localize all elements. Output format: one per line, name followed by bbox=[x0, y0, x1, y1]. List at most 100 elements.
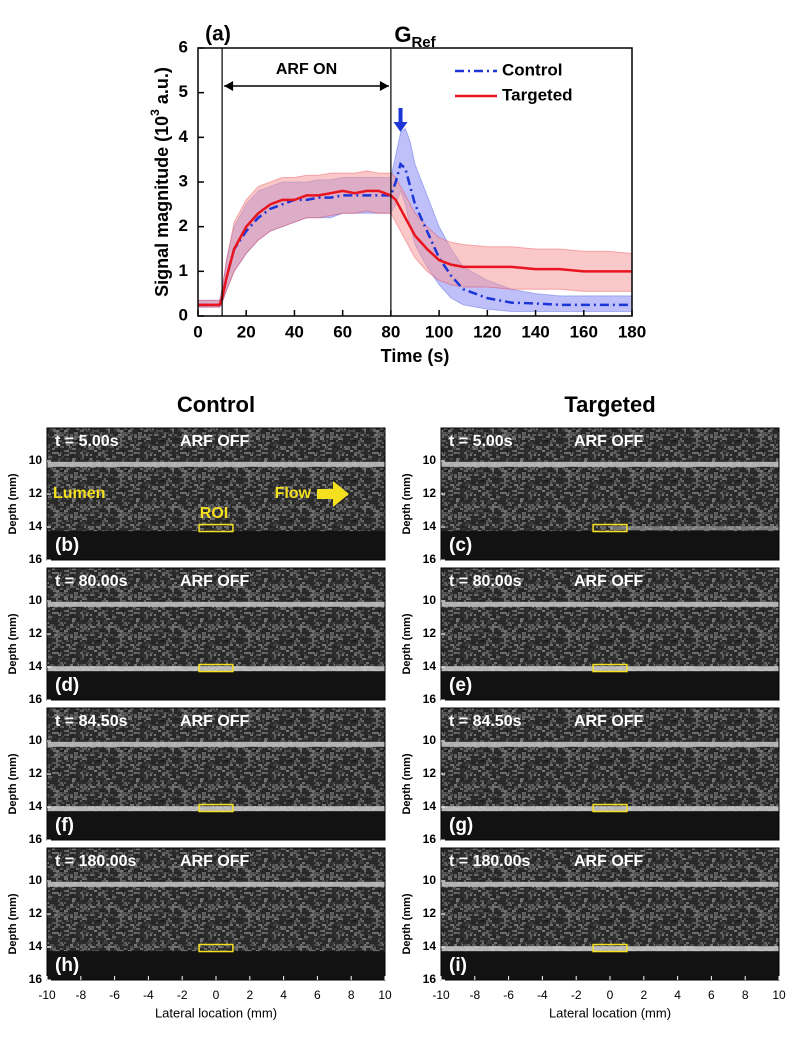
roi-box bbox=[592, 803, 628, 813]
y-tick-label: 16 bbox=[29, 972, 43, 986]
x-tick-label: 60 bbox=[333, 322, 352, 341]
x-tick-label: 180 bbox=[618, 322, 646, 341]
x-tick-label: 10 bbox=[772, 988, 786, 1002]
roi-box bbox=[592, 943, 628, 953]
column-title: Targeted bbox=[564, 392, 655, 417]
x-axis-label: Lateral location (mm) bbox=[155, 1005, 277, 1020]
panel-label: (b) bbox=[55, 535, 79, 556]
panel-label: (a) bbox=[205, 23, 231, 46]
y-tick-label: 12 bbox=[423, 486, 437, 500]
x-tick-label: 4 bbox=[674, 988, 681, 1002]
roi-box bbox=[198, 803, 234, 813]
y-tick-label: 12 bbox=[423, 766, 437, 780]
chart-title-sub: Ref bbox=[411, 34, 436, 51]
shadow-region bbox=[47, 671, 385, 700]
y-tick-label: 14 bbox=[29, 659, 43, 673]
x-tick-label: -8 bbox=[75, 988, 86, 1002]
y-tick-label: 14 bbox=[29, 799, 43, 813]
y-tick-label: 16 bbox=[423, 832, 437, 846]
y-axis-label-part: a.u.) bbox=[152, 67, 172, 109]
roi-box bbox=[198, 523, 234, 533]
y-tick-label: 10 bbox=[423, 453, 437, 467]
chart-title-main: G bbox=[394, 22, 411, 47]
x-tick-label: 140 bbox=[521, 322, 549, 341]
status-label: ARF OFF bbox=[180, 573, 250, 590]
wall-echo bbox=[47, 741, 385, 747]
y-tick-label: 4 bbox=[179, 127, 189, 146]
shadow-region bbox=[47, 811, 385, 840]
y-tick-label: 14 bbox=[423, 799, 437, 813]
y-tick-label: 12 bbox=[423, 906, 437, 920]
x-axis-label: Lateral location (mm) bbox=[549, 1005, 671, 1020]
y-axis-label: Depth (mm) bbox=[7, 753, 19, 814]
panel-label: (d) bbox=[55, 675, 79, 696]
y-axis-label-part: 3 bbox=[148, 109, 162, 116]
x-tick-label: 160 bbox=[570, 322, 598, 341]
y-tick-label: 1 bbox=[179, 261, 188, 280]
panel-label: (i) bbox=[449, 955, 467, 976]
wall-echo bbox=[47, 666, 385, 672]
annotation: Lumen bbox=[53, 485, 105, 502]
shadow-region bbox=[441, 671, 779, 700]
shadow-region bbox=[441, 531, 779, 560]
y-tick-label: 14 bbox=[29, 519, 43, 533]
y-tick-label: 14 bbox=[423, 659, 437, 673]
y-tick-label: 16 bbox=[29, 552, 43, 566]
roi-box bbox=[198, 943, 234, 953]
time-label: t = 5.00s bbox=[55, 433, 119, 450]
status-label: ARF OFF bbox=[180, 713, 250, 730]
x-tick-label: -2 bbox=[177, 988, 188, 1002]
y-tick-label: 14 bbox=[29, 939, 43, 953]
shadow-region bbox=[47, 951, 385, 980]
roi-box bbox=[592, 663, 628, 673]
wall-echo bbox=[441, 461, 779, 467]
panel-label: (h) bbox=[55, 955, 79, 976]
x-tick-label: 0 bbox=[213, 988, 220, 1002]
y-tick-label: 10 bbox=[423, 873, 437, 887]
y-axis-label: Depth (mm) bbox=[7, 613, 19, 674]
y-axis-label: Depth (mm) bbox=[7, 473, 19, 534]
wall-echo bbox=[47, 806, 385, 812]
y-tick-label: 2 bbox=[179, 216, 188, 235]
column-title: Control bbox=[177, 392, 255, 417]
x-tick-label: -6 bbox=[109, 988, 120, 1002]
legend-label: Targeted bbox=[502, 85, 573, 104]
x-tick-label: 100 bbox=[425, 322, 453, 341]
flow-arrow bbox=[317, 481, 349, 507]
y-tick-label: 16 bbox=[423, 552, 437, 566]
y-tick-label: 10 bbox=[29, 733, 43, 747]
y-tick-label: 12 bbox=[29, 486, 43, 500]
x-tick-label: -6 bbox=[503, 988, 514, 1002]
y-tick-label: 12 bbox=[29, 766, 43, 780]
x-tick-label: 120 bbox=[473, 322, 501, 341]
y-axis-label: Depth (mm) bbox=[401, 613, 413, 674]
y-axis-label: Depth (mm) bbox=[401, 753, 413, 814]
time-label: t = 5.00s bbox=[449, 433, 513, 450]
y-tick-label: 5 bbox=[179, 82, 188, 101]
status-label: ARF OFF bbox=[574, 713, 644, 730]
y-tick-label: 14 bbox=[423, 939, 437, 953]
chart-title: GRef bbox=[394, 22, 436, 51]
y-tick-label: 10 bbox=[29, 873, 43, 887]
wall-echo bbox=[441, 601, 779, 607]
x-tick-label: 6 bbox=[708, 988, 715, 1002]
panel-label: (c) bbox=[449, 535, 472, 556]
time-label: t = 80.00s bbox=[449, 573, 522, 590]
annotation: Flow bbox=[275, 485, 312, 502]
y-tick-label: 10 bbox=[29, 593, 43, 607]
y-tick-label: 12 bbox=[423, 626, 437, 640]
status-label: ARF OFF bbox=[574, 853, 644, 870]
x-axis-label: Time (s) bbox=[381, 346, 450, 366]
time-label: t = 180.00s bbox=[449, 853, 531, 870]
panel-label: (e) bbox=[449, 675, 472, 696]
y-tick-label: 14 bbox=[423, 519, 437, 533]
wall-echo bbox=[441, 741, 779, 747]
wall-echo bbox=[47, 461, 385, 467]
x-tick-label: 40 bbox=[285, 322, 304, 341]
span-label: ARF ON bbox=[276, 61, 337, 78]
x-tick-label: -4 bbox=[143, 988, 154, 1002]
shadow-region bbox=[47, 531, 385, 560]
y-tick-label: 10 bbox=[29, 453, 43, 467]
panel-label: (f) bbox=[55, 815, 74, 836]
